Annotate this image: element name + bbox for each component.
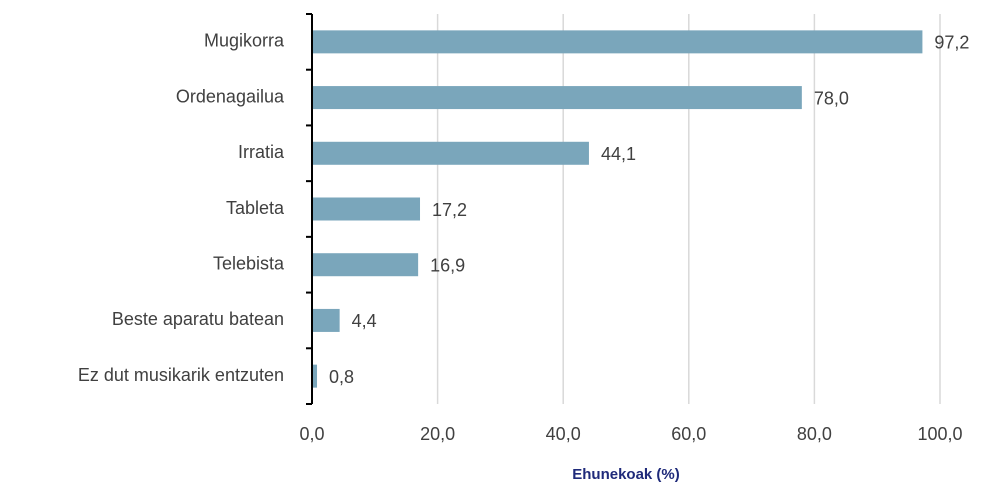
x-tick-label: 60,0 [671, 424, 706, 444]
value-label: 97,2 [934, 33, 969, 53]
bar [312, 141, 589, 165]
value-label: 4,4 [352, 311, 377, 331]
value-label: 17,2 [432, 200, 467, 220]
y-tick-label: Irratia [238, 142, 285, 162]
bar [312, 253, 419, 277]
y-tick-label: Tableta [226, 198, 285, 218]
x-tick-label: 0,0 [299, 424, 324, 444]
bar [312, 364, 318, 388]
bar [312, 30, 923, 54]
y-tick-label: Telebista [213, 253, 285, 273]
x-tick-label: 40,0 [546, 424, 581, 444]
value-label: 44,1 [601, 144, 636, 164]
x-tick-label: 100,0 [917, 424, 962, 444]
y-tick-label: Ez dut musikarik entzuten [78, 365, 284, 385]
value-label: 0,8 [329, 367, 354, 387]
x-tick-label: 80,0 [797, 424, 832, 444]
value-label: 78,0 [814, 88, 849, 108]
x-tick-label: 20,0 [420, 424, 455, 444]
x-axis-title: Ehunekoak (%) [572, 466, 680, 483]
y-tick-label: Beste aparatu batean [112, 309, 284, 329]
y-tick-label: Ordenagailua [176, 86, 285, 106]
bar [312, 86, 802, 110]
bar [312, 308, 340, 332]
value-label: 16,9 [430, 255, 465, 275]
bar [312, 197, 421, 221]
y-tick-label: Mugikorra [204, 31, 285, 51]
